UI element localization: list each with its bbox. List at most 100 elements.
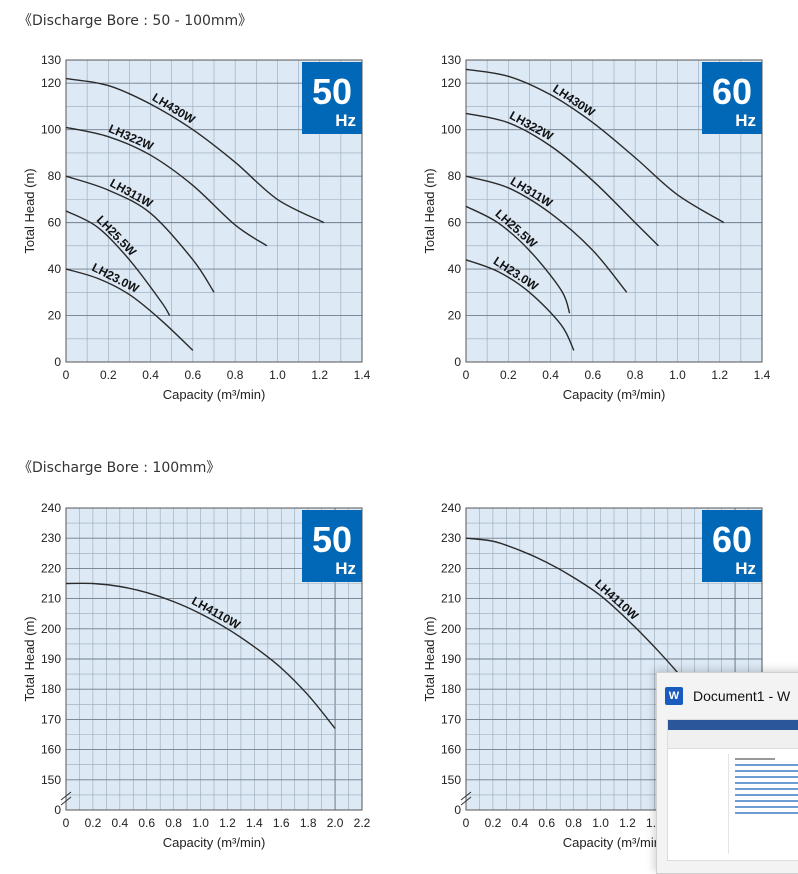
curve-lh230w: [465, 259, 575, 351]
axis-break-line: [60, 791, 72, 801]
x-axis-label: Capacity (m³/min): [563, 387, 666, 402]
x-tick-label: 0: [63, 816, 70, 830]
x-tick-label: 0.2: [100, 368, 117, 382]
y-tick-label: 120: [441, 76, 461, 90]
curve-lh322w: [465, 112, 659, 247]
x-tick-label: 1.2: [711, 368, 728, 382]
y-tick-label: 150: [41, 773, 61, 787]
x-tick-label: 0.4: [511, 816, 528, 830]
y-axis-label: Total Head (m): [422, 168, 437, 253]
x-axis-label: Capacity (m³/min): [563, 835, 666, 850]
y-tick-label: 170: [441, 712, 461, 726]
badge-number: 60: [712, 71, 752, 112]
preview-window-title: Document1 - W: [693, 688, 791, 704]
y-tick-label: 210: [441, 592, 461, 606]
x-tick-label: 0.4: [542, 368, 559, 382]
word-icon: W: [665, 687, 683, 705]
y-tick-label: 60: [448, 216, 462, 230]
badge-number: 50: [312, 71, 352, 112]
axis-break-mark: [460, 791, 472, 806]
x-tick-label: 1.4: [246, 816, 263, 830]
badge-unit: Hz: [735, 111, 756, 130]
x-tick-label: 1.0: [192, 816, 209, 830]
y-axis-label: Total Head (m): [422, 616, 437, 701]
axis-break-line: [460, 791, 472, 801]
curve-lh4110w: [65, 582, 336, 729]
curve-lh322w: [65, 126, 268, 247]
x-tick-label: 0.6: [585, 368, 602, 382]
curve-lh255w: [65, 210, 171, 316]
x-tick-label: 0.2: [500, 368, 517, 382]
x-tick-label: 0.8: [227, 368, 244, 382]
y-tick-label: 0: [454, 803, 461, 817]
x-axis-label: Capacity (m³/min): [163, 387, 266, 402]
x-tick-label: 0: [463, 368, 470, 382]
y-tick-label: 190: [41, 652, 61, 666]
section-title-1: 《Discharge Bore : 50 - 100mm》: [18, 13, 253, 29]
x-tick-label: 1.0: [669, 368, 686, 382]
chart-discharge-50-100-60hz: 0 0.2 0.4 0.6 0.8 1.0 1.2 1.4 0 20 40 60 80 100 120 130…: [422, 53, 771, 402]
curve-lh311w: [65, 175, 215, 293]
curve-lh311w: [465, 175, 628, 293]
y-tick-label: 40: [448, 262, 462, 276]
x-tick-label: 0.6: [538, 816, 555, 830]
curve-lh430w: [465, 68, 725, 224]
x-tick-label: 2.0: [327, 816, 344, 830]
y-tick-label: 180: [441, 682, 461, 696]
x-tick-label: 2.2: [354, 816, 371, 830]
frequency-badge: [302, 510, 362, 582]
y-tick-label: 220: [41, 561, 61, 575]
y-tick-label: 150: [441, 773, 461, 787]
curve-lh430w: [65, 77, 325, 224]
y-tick-label: 100: [441, 123, 461, 137]
curve-lh255w: [465, 205, 571, 314]
x-tick-label: 1.0: [269, 368, 286, 382]
chart-discharge-50-100-50hz: 0 0.2 0.4 0.6 0.8 1.0 1.2 1.4 0 20 40 60 80 100 120 130…: [22, 53, 371, 402]
x-axis-label: Capacity (m³/min): [163, 835, 266, 850]
x-tick-label: 1.4: [754, 368, 771, 382]
x-tick-label: 0.8: [565, 816, 582, 830]
y-tick-label: 160: [41, 743, 61, 757]
taskbar-window-preview[interactable]: W Document1 - W: [656, 672, 798, 874]
axis-break-line: [460, 796, 472, 806]
y-tick-label: 220: [441, 561, 461, 575]
curve-lh230w: [65, 268, 194, 351]
y-tick-label: 160: [441, 743, 461, 757]
y-tick-label: 200: [441, 622, 461, 636]
x-tick-label: 1.2: [311, 368, 328, 382]
frequency-badge: [702, 62, 762, 134]
badge-unit: Hz: [335, 559, 356, 578]
y-tick-label: 20: [48, 309, 62, 323]
y-axis-label: Total Head (m): [22, 616, 37, 701]
x-tick-label: 1.4: [354, 368, 371, 382]
y-tick-label: 60: [48, 216, 62, 230]
x-tick-label: 0.2: [85, 816, 102, 830]
x-tick-label: 1.0: [592, 816, 609, 830]
badge-number: 50: [312, 519, 352, 560]
x-tick-label: 0: [63, 368, 70, 382]
preview-thumbnail[interactable]: [667, 719, 798, 861]
plot-frame: [465, 59, 763, 363]
x-tick-label: 0.6: [185, 368, 202, 382]
y-tick-label: 80: [48, 169, 62, 183]
y-tick-label: 130: [441, 53, 461, 67]
x-tick-label: 1.8: [300, 816, 317, 830]
section-title-2: 《Discharge Bore : 100mm》: [18, 460, 221, 476]
x-tick-label: 0: [463, 816, 470, 830]
y-tick-label: 210: [41, 592, 61, 606]
y-tick-label: 0: [454, 355, 461, 369]
x-tick-label: 0.4: [111, 816, 128, 830]
x-tick-label: 0.4: [142, 368, 159, 382]
chart-discharge-100-50hz: 0 0.2 0.4 0.6 0.8 1.0 1.2 1.4 1.6 1.8 2.0 2.2 0 150 16…: [22, 501, 371, 850]
badge-unit: Hz: [735, 559, 756, 578]
y-tick-label: 0: [54, 803, 61, 817]
y-tick-label: 240: [441, 501, 461, 515]
y-tick-label: 40: [48, 262, 62, 276]
frequency-badge: [702, 510, 762, 582]
y-tick-label: 180: [41, 682, 61, 696]
x-tick-label: 0.8: [627, 368, 644, 382]
axis-break-mark: [60, 791, 72, 806]
axis-break-line: [60, 796, 72, 806]
x-tick-label: 1.2: [619, 816, 636, 830]
frequency-badge: [302, 62, 362, 134]
